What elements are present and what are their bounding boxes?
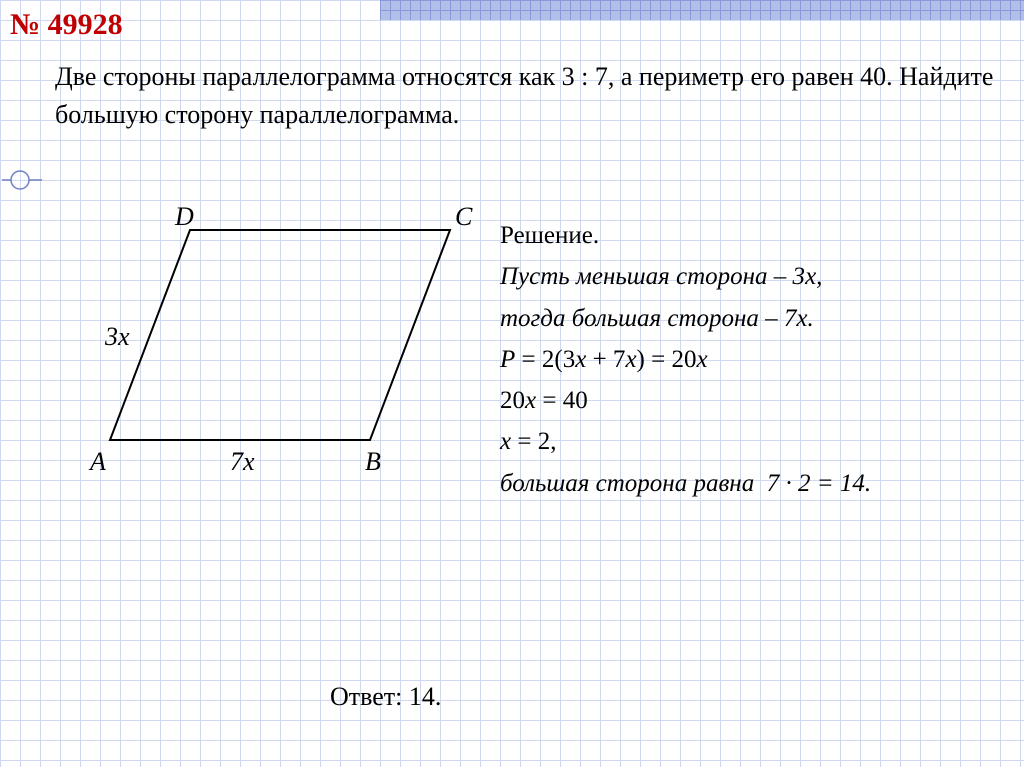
solution-step: Пусть меньшая сторона – 3x, bbox=[500, 256, 1004, 297]
solution-step: P = 2(3x + 7x) = 20x bbox=[500, 339, 1004, 380]
answer-value: 14. bbox=[409, 682, 442, 711]
parallelogram-diagram: A B C D 3x 7x bbox=[60, 200, 480, 480]
svg-text:7x: 7x bbox=[230, 447, 255, 476]
solution-step: большая сторона равна 7 · 2 = 14. bbox=[500, 463, 1004, 504]
answer-label: Ответ: bbox=[330, 682, 402, 711]
solution-step: 20x = 40 bbox=[500, 380, 1004, 421]
svg-text:A: A bbox=[88, 447, 106, 476]
svg-text:D: D bbox=[174, 202, 194, 231]
svg-text:B: B bbox=[365, 447, 381, 476]
connector-decoration bbox=[2, 165, 42, 200]
solution-block: Решение. Пусть меньшая сторона – 3x,тогд… bbox=[500, 215, 1004, 504]
problem-text: Две стороны параллелограмма относятся ка… bbox=[55, 58, 994, 133]
problem-number: № 49928 bbox=[10, 8, 123, 42]
solution-step: x = 2, bbox=[500, 421, 1004, 462]
solution-heading: Решение. bbox=[500, 215, 1004, 256]
solution-step: тогда большая сторона – 7x. bbox=[500, 298, 1004, 339]
top-strip bbox=[380, 0, 1024, 20]
svg-text:3x: 3x bbox=[104, 322, 130, 351]
answer-line: Ответ: 14. bbox=[330, 682, 441, 712]
svg-text:C: C bbox=[455, 202, 473, 231]
